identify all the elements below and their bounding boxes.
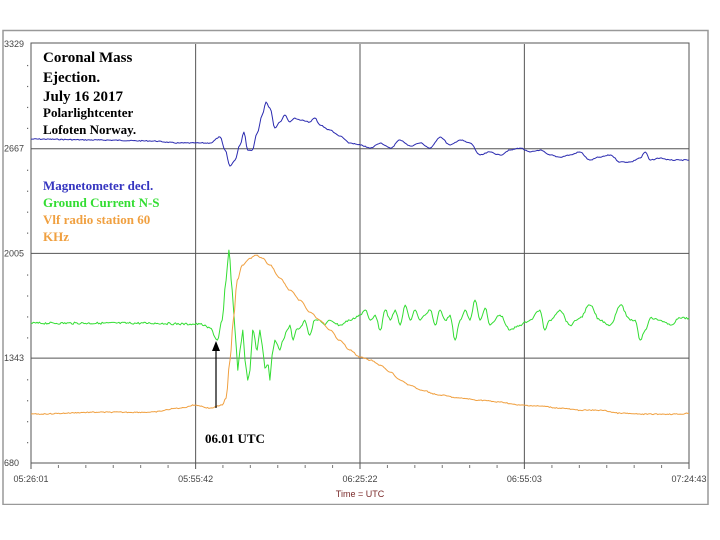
y-minor-tick xyxy=(27,85,29,88)
title-line-5: Lofoten Norway. xyxy=(43,122,136,137)
axis-ticks: 3329 2667 2005 1343 680 05:26:01 05:55:42 06:25… xyxy=(4,39,707,484)
y-minor-tick xyxy=(27,421,29,423)
y-minor-tick xyxy=(27,274,29,276)
x-axis-label: Time = UTC xyxy=(336,489,385,499)
y-minor-tick xyxy=(27,400,29,402)
title-line-1: Coronal Mass xyxy=(43,50,132,66)
x-tick-label: 06:55:03 xyxy=(507,474,542,484)
y-minor-tick xyxy=(27,232,29,234)
arrow-up-icon xyxy=(212,341,220,351)
y-minor-tick xyxy=(27,379,29,381)
y-minor-tick xyxy=(27,127,29,129)
chart-title: Coronal Mass Ejection. July 16 2017 Pola… xyxy=(43,50,136,137)
series-line-vlf-radio-station-60-khz xyxy=(30,254,690,416)
x-tick-label: 07:24:43 xyxy=(671,474,706,484)
y-tick-label: 2667 xyxy=(4,144,24,154)
y-minor-tick xyxy=(27,106,29,109)
title-line-4: Polarlightcenter xyxy=(43,105,133,120)
y-minor-tick xyxy=(27,442,29,444)
title-line-2: Ejection. xyxy=(43,70,100,86)
legend: Magnetometer decl. Ground Current N-S Vl… xyxy=(43,178,160,244)
x-tick-label: 06:25:22 xyxy=(342,474,377,484)
series-line-magnetometer-decl- xyxy=(31,101,690,167)
y-tick-label: 3329 xyxy=(4,39,24,49)
series-line-ground-current-n-s xyxy=(30,249,690,381)
y-minor-tick xyxy=(27,64,29,67)
annotation: 06.01 UTC xyxy=(205,341,265,446)
y-tick-label: 680 xyxy=(4,458,19,468)
annotation-label: 06.01 UTC xyxy=(205,431,265,446)
y-minor-tick xyxy=(27,190,29,192)
legend-vlf-unit: KHz xyxy=(43,229,69,244)
y-minor-tick xyxy=(27,211,29,213)
series-group xyxy=(30,101,690,416)
title-line-3: July 16 2017 xyxy=(43,89,124,105)
x-tick-label: 05:55:42 xyxy=(178,474,213,484)
y-minor-tick xyxy=(27,316,29,318)
x-tick-label: 05:26:01 xyxy=(13,474,48,484)
y-tick-label: 2005 xyxy=(4,248,24,258)
legend-vlf: Vlf radio station 60 xyxy=(43,212,150,227)
y-minor-tick xyxy=(27,169,29,171)
y-minor-tick xyxy=(27,295,29,297)
legend-ground-current: Ground Current N-S xyxy=(43,195,160,210)
legend-magnetometer: Magnetometer decl. xyxy=(43,178,153,193)
bottom-strip xyxy=(0,505,720,540)
y-minor-tick xyxy=(27,337,29,339)
outer-frame xyxy=(2,29,709,506)
y-tick-label: 1343 xyxy=(4,353,24,363)
